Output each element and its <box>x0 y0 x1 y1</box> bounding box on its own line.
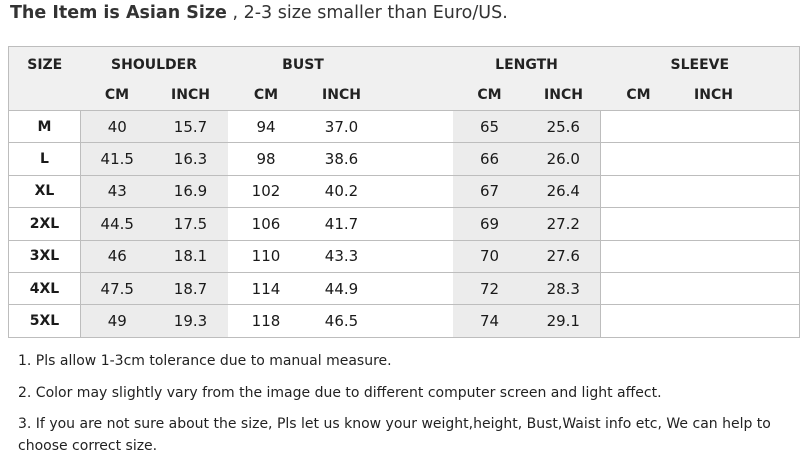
spacer-header <box>378 46 453 80</box>
length-cm-cell: 65 <box>452 110 527 144</box>
note-color: 2. Color may slightly vary from the imag… <box>18 385 662 401</box>
length-inch-header: INCH <box>526 80 601 111</box>
sleeve-inch-cell <box>676 272 751 306</box>
sleeve-cm-cell <box>600 304 677 338</box>
shoulder-cm-cell: 43 <box>80 175 154 209</box>
sleeve-cm-header: CM <box>600 80 677 111</box>
table-row: 3XL 46 18.1 110 43.3 70 27.6 <box>8 240 801 273</box>
table-unit-row: CM INCH CM INCH CM INCH CM INCH <box>8 80 801 111</box>
length-inch-cell: 27.2 <box>526 207 601 241</box>
table-row: XL 43 16.9 102 40.2 67 26.4 <box>8 175 801 209</box>
bust-inch-cell: 44.9 <box>304 272 379 306</box>
shoulder-cm-cell: 40 <box>80 110 154 144</box>
length-cm-cell: 69 <box>452 207 527 241</box>
heading-rest: , 2-3 size smaller than Euro/US. <box>226 3 508 23</box>
table-row: 2XL 44.5 17.5 106 41.7 69 27.2 <box>8 207 801 241</box>
length-inch-cell: 26.0 <box>526 142 601 176</box>
table-row: L 41.5 16.3 98 38.6 66 26.0 <box>8 142 801 176</box>
shoulder-cm-cell: 41.5 <box>80 142 154 176</box>
shoulder-cm-cell: 46 <box>80 240 154 273</box>
sleeve-cm-cell <box>600 272 677 306</box>
size-label: 2XL <box>8 207 81 241</box>
bust-cm-cell: 118 <box>227 304 305 338</box>
size-label: 3XL <box>8 240 81 273</box>
table-row: M 40 15.7 94 37.0 65 25.6 <box>8 110 801 144</box>
length-cm-cell: 74 <box>452 304 527 338</box>
shoulder-inch-cell: 17.5 <box>153 207 228 241</box>
shoulder-inch-cell: 16.3 <box>153 142 228 176</box>
bust-cm-cell: 102 <box>227 175 305 209</box>
shoulder-cm-header: CM <box>80 80 154 111</box>
table-row: 4XL 47.5 18.7 114 44.9 72 28.3 <box>8 272 801 306</box>
length-cm-cell: 67 <box>452 175 527 209</box>
bust-cm-cell: 110 <box>227 240 305 273</box>
bust-group-header: BUST <box>227 46 379 80</box>
note-size-help: 3. If you are not sure about the size, P… <box>18 416 771 454</box>
length-cm-cell: 70 <box>452 240 527 273</box>
sleeve-inch-cell <box>676 175 751 209</box>
length-inch-cell: 28.3 <box>526 272 601 306</box>
sleeve-group-header: SLEEVE <box>600 46 801 80</box>
sleeve-cm-cell <box>600 240 677 273</box>
bust-cm-cell: 114 <box>227 272 305 306</box>
bust-cm-cell: 94 <box>227 110 305 144</box>
bust-cm-header: CM <box>227 80 305 111</box>
size-label: L <box>8 142 81 176</box>
size-chart-table: SIZE SHOULDER BUST LENGTH SLEEVE CM INCH… <box>8 46 801 338</box>
length-inch-cell: 29.1 <box>526 304 601 338</box>
length-inch-cell: 26.4 <box>526 175 601 209</box>
shoulder-inch-cell: 18.1 <box>153 240 228 273</box>
bust-inch-cell: 40.2 <box>304 175 379 209</box>
length-inch-cell: 25.6 <box>526 110 601 144</box>
length-inch-cell: 27.6 <box>526 240 601 273</box>
length-group-header: LENGTH <box>452 46 601 80</box>
bust-inch-cell: 43.3 <box>304 240 379 273</box>
heading-bold: The Item is Asian Size <box>10 3 227 23</box>
sleeve-cm-cell <box>600 175 677 209</box>
shoulder-cm-cell: 49 <box>80 304 154 338</box>
shoulder-cm-cell: 44.5 <box>80 207 154 241</box>
sleeve-inch-cell <box>676 207 751 241</box>
sleeve-inch-cell <box>676 110 751 144</box>
shoulder-inch-header: INCH <box>153 80 228 111</box>
shoulder-cm-cell: 47.5 <box>80 272 154 306</box>
length-cm-cell: 72 <box>452 272 527 306</box>
size-label: 5XL <box>8 304 81 338</box>
table-header-row: SIZE SHOULDER BUST LENGTH SLEEVE <box>8 46 801 80</box>
sleeve-inch-header: INCH <box>676 80 751 111</box>
size-label: M <box>8 110 81 144</box>
table-row: 5XL 49 19.3 118 46.5 74 29.1 <box>8 304 801 338</box>
note-tolerance: 1. Pls allow 1-3cm tolerance due to manu… <box>18 353 392 369</box>
shoulder-inch-cell: 15.7 <box>153 110 228 144</box>
bust-inch-cell: 41.7 <box>304 207 379 241</box>
bust-inch-cell: 38.6 <box>304 142 379 176</box>
length-cm-header: CM <box>452 80 527 111</box>
bust-cm-cell: 98 <box>227 142 305 176</box>
bust-cm-cell: 106 <box>227 207 305 241</box>
sleeve-cm-cell <box>600 142 677 176</box>
size-label: XL <box>8 175 81 209</box>
shoulder-inch-cell: 16.9 <box>153 175 228 209</box>
shoulder-group-header: SHOULDER <box>80 46 228 80</box>
size-column-header: SIZE <box>8 46 81 80</box>
page-title: The Item is Asian Size , 2-3 size smalle… <box>10 3 508 23</box>
size-label: 4XL <box>8 272 81 306</box>
bust-inch-header: INCH <box>304 80 379 111</box>
sleeve-cm-cell <box>600 110 677 144</box>
sleeve-inch-cell <box>676 304 751 338</box>
sleeve-cm-cell <box>600 207 677 241</box>
shoulder-inch-cell: 18.7 <box>153 272 228 306</box>
shoulder-inch-cell: 19.3 <box>153 304 228 338</box>
sleeve-inch-cell <box>676 142 751 176</box>
length-cm-cell: 66 <box>452 142 527 176</box>
sleeve-inch-cell <box>676 240 751 273</box>
bust-inch-cell: 46.5 <box>304 304 379 338</box>
bust-inch-cell: 37.0 <box>304 110 379 144</box>
